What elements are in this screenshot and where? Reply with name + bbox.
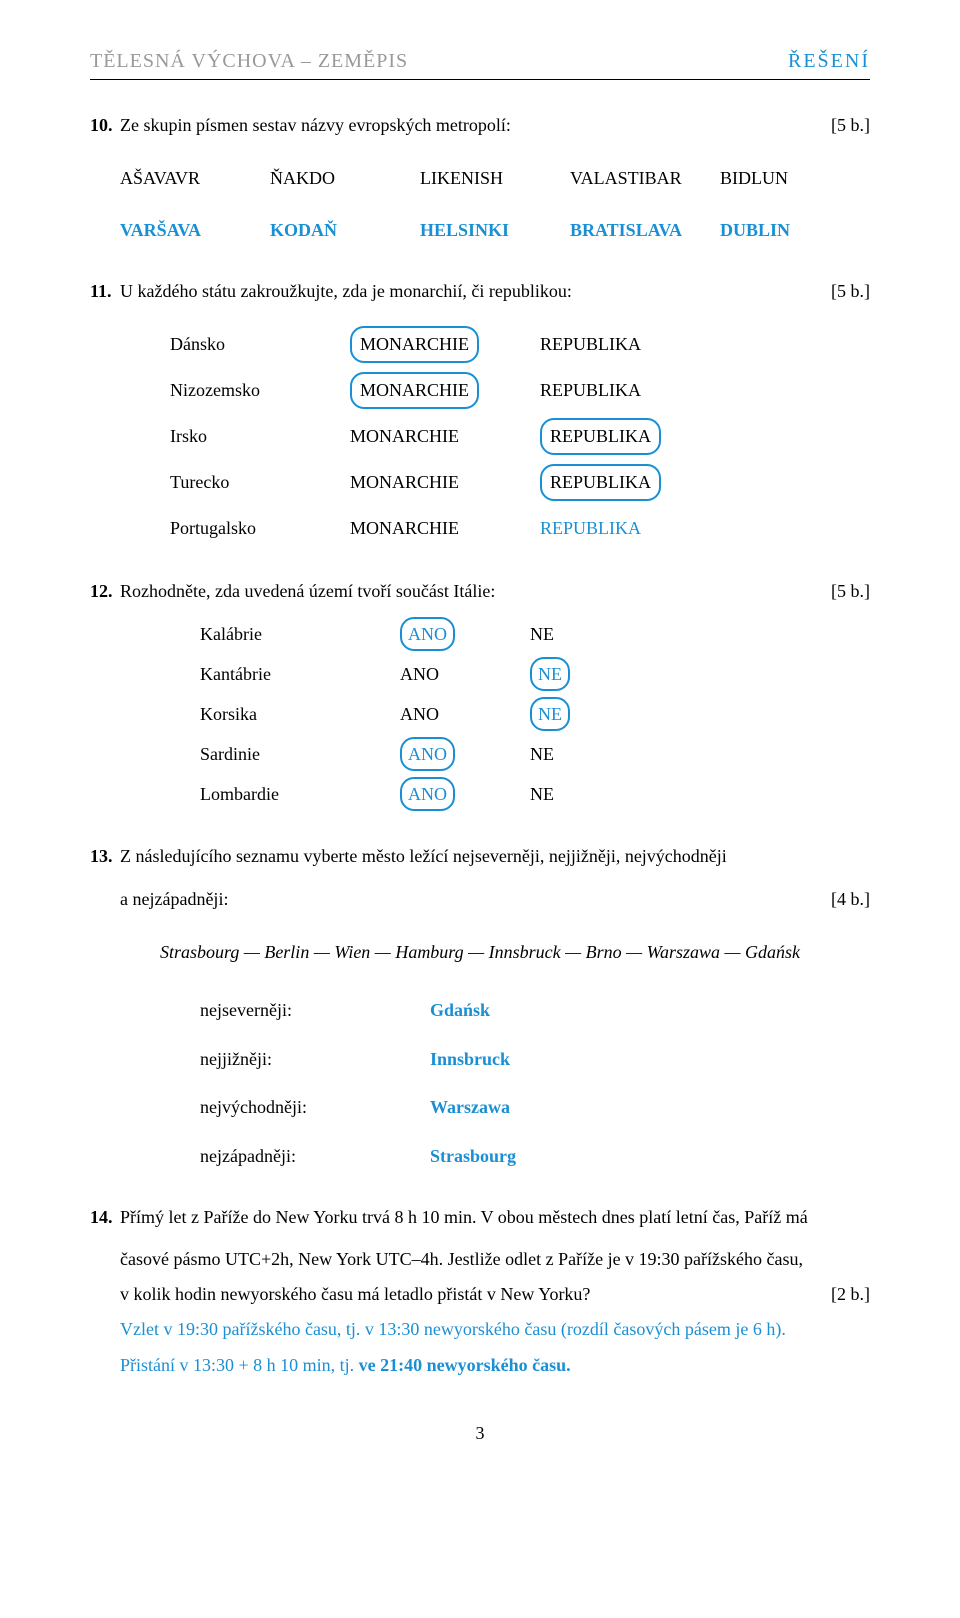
q13-direction-answer: Warszawa xyxy=(430,1092,510,1123)
q12-ne: NE xyxy=(530,739,630,770)
q13-direction-row: nejjižněji:Innsbruck xyxy=(200,1044,870,1075)
q12-ano: ANO xyxy=(400,699,530,730)
q14-line2: časové pásmo UTC+2h, New York UTC–4h. Je… xyxy=(120,1242,870,1277)
q11-row: NizozemskoMONARCHIEREPUBLIKA xyxy=(170,372,870,408)
q11-row: DánskoMONARCHIEREPUBLIKA xyxy=(170,326,870,362)
q10-number: 10. xyxy=(90,110,120,141)
q13-direction-label: nejvýchodněji: xyxy=(200,1092,430,1123)
q14-answer-2b: ve 21:40 newyorského času. xyxy=(359,1355,571,1375)
q11-country: Irsko xyxy=(170,421,350,452)
q10-scramble-3: LIKENISH xyxy=(420,163,570,194)
q14-line1: Přímý let z Paříže do New Yorku trvá 8 h… xyxy=(120,1202,870,1233)
header-solution-label: ŘEŠENÍ xyxy=(788,50,870,73)
q12-ano: ANO xyxy=(400,737,530,772)
question-12: 12. Rozhodněte, zda uvedená území tvoří … xyxy=(90,576,870,811)
q11-row: TureckoMONARCHIEREPUBLIKA xyxy=(170,464,870,500)
q11-row: PortugalskoMONARCHIEREPUBLIKA xyxy=(170,510,870,546)
q13-direction-label: nejjižněji: xyxy=(200,1044,430,1075)
q13-direction-answer: Gdańsk xyxy=(430,995,490,1026)
q12-region: Kantábrie xyxy=(200,659,400,690)
q11-opt-monarchie: MONARCHIE xyxy=(350,326,540,363)
q11-opt-republika: REPUBLIKA xyxy=(540,375,720,406)
q11-opt-republika: REPUBLIKA xyxy=(540,464,720,501)
q10-answer-row: VARŠAVA KODAŇ HELSINKI BRATISLAVA DUBLIN xyxy=(120,215,870,246)
q13-points: [4 b.] xyxy=(831,882,870,917)
q10-points: [5 b.] xyxy=(831,110,870,141)
q10-answer-3: HELSINKI xyxy=(420,215,570,246)
q14-points: [2 b.] xyxy=(831,1277,870,1312)
q14-line3: v kolik hodin newyorského času má letadl… xyxy=(120,1277,821,1312)
q12-row: SardinieANONE xyxy=(200,737,870,771)
q11-opt-monarchie: MONARCHIE xyxy=(350,421,540,452)
q11-opt-republika: REPUBLIKA xyxy=(540,418,720,455)
q12-number: 12. xyxy=(90,576,120,607)
question-10: 10. Ze skupin písmen sestav názvy evrops… xyxy=(90,110,870,246)
q12-region: Kalábrie xyxy=(200,619,400,650)
q10-scramble-5: BIDLUN xyxy=(720,163,870,194)
page-header: TĚLESNÁ VÝCHOVA – ZEMĚPIS ŘEŠENÍ xyxy=(90,50,870,80)
q12-row: KorsikaANONE xyxy=(200,697,870,731)
q13-direction-label: nejseverněji: xyxy=(200,995,430,1026)
q13-direction-row: nejzápadněji:Strasbourg xyxy=(200,1141,870,1172)
q12-ne: NE xyxy=(530,657,630,692)
q13-direction-row: nejvýchodněji:Warszawa xyxy=(200,1092,870,1123)
q13-direction-answer: Innsbruck xyxy=(430,1044,510,1075)
question-14: 14. Přímý let z Paříže do New Yorku trvá… xyxy=(90,1202,870,1383)
q11-country: Nizozemsko xyxy=(170,375,350,406)
q11-opt-monarchie: MONARCHIE xyxy=(350,372,540,409)
q11-opt-republika: REPUBLIKA xyxy=(540,329,720,360)
question-13: 13. Z následujícího seznamu vyberte měst… xyxy=(90,841,870,1172)
q14-answer-1: Vzlet v 19:30 pařížského času, tj. v 13:… xyxy=(120,1312,870,1347)
q14-number: 14. xyxy=(90,1202,120,1233)
q10-scramble-row: AŠAVAVR ŇAKDO LIKENISH VALASTIBAR BIDLUN xyxy=(120,163,870,194)
q11-points: [5 b.] xyxy=(831,276,870,307)
q10-answer-2: KODAŇ xyxy=(270,215,420,246)
q11-country: Turecko xyxy=(170,467,350,498)
q10-scramble-2: ŇAKDO xyxy=(270,163,420,194)
q12-ne: NE xyxy=(530,697,630,732)
q12-ano: ANO xyxy=(400,617,530,652)
q12-row: KalábrieANONE xyxy=(200,617,870,651)
q11-opt-monarchie: MONARCHIE xyxy=(350,513,540,544)
q13-direction-row: nejseverněji:Gdańsk xyxy=(200,995,870,1026)
q10-answer-5: DUBLIN xyxy=(720,215,870,246)
q10-scramble-4: VALASTIBAR xyxy=(570,163,720,194)
q13-direction-label: nejzápadněji: xyxy=(200,1141,430,1172)
q11-country: Dánsko xyxy=(170,329,350,360)
q11-row: IrskoMONARCHIEREPUBLIKA xyxy=(170,418,870,454)
q11-text: U každého státu zakroužkujte, zda je mon… xyxy=(120,276,821,307)
page-number: 3 xyxy=(90,1423,870,1444)
q13-text-line2: a nejzápadněji: xyxy=(120,882,821,917)
q12-ne: NE xyxy=(530,619,630,650)
q11-opt-republika: REPUBLIKA xyxy=(540,513,720,544)
q14-answer-2a: Přistání v 13:30 + 8 h 10 min, tj. xyxy=(120,1355,359,1375)
q12-row: KantábrieANONE xyxy=(200,657,870,691)
q10-text: Ze skupin písmen sestav názvy evropských… xyxy=(120,110,821,141)
q11-number: 11. xyxy=(90,276,120,307)
q12-region: Sardinie xyxy=(200,739,400,770)
q12-ne: NE xyxy=(530,779,630,810)
q12-points: [5 b.] xyxy=(831,576,870,607)
q12-text: Rozhodněte, zda uvedená území tvoří souč… xyxy=(120,576,821,607)
q13-number: 13. xyxy=(90,841,120,872)
q12-ano: ANO xyxy=(400,659,530,690)
q13-city-list: Strasbourg — Berlin — Wien — Hamburg — I… xyxy=(90,937,870,968)
q13-text-line1: Z následujícího seznamu vyberte město le… xyxy=(120,841,870,872)
q10-scramble-1: AŠAVAVR xyxy=(120,163,270,194)
q13-direction-answer: Strasbourg xyxy=(430,1141,516,1172)
q12-ano: ANO xyxy=(400,777,530,812)
q10-answer-4: BRATISLAVA xyxy=(570,215,720,246)
q12-region: Korsika xyxy=(200,699,400,730)
q11-country: Portugalsko xyxy=(170,513,350,544)
q11-opt-monarchie: MONARCHIE xyxy=(350,467,540,498)
q12-region: Lombardie xyxy=(200,779,400,810)
q12-row: LombardieANONE xyxy=(200,777,870,811)
question-11: 11. U každého státu zakroužkujte, zda je… xyxy=(90,276,870,547)
header-subject: TĚLESNÁ VÝCHOVA – ZEMĚPIS xyxy=(90,50,408,73)
page: TĚLESNÁ VÝCHOVA – ZEMĚPIS ŘEŠENÍ 10. Ze … xyxy=(0,0,960,1494)
q10-answer-1: VARŠAVA xyxy=(120,215,270,246)
q14-answer-2: Přistání v 13:30 + 8 h 10 min, tj. ve 21… xyxy=(120,1348,870,1383)
